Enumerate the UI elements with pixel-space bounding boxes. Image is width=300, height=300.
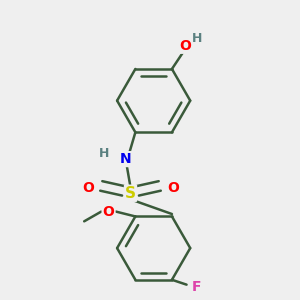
Text: O: O <box>103 205 115 219</box>
Text: F: F <box>192 280 201 294</box>
Text: O: O <box>82 182 94 195</box>
Text: H: H <box>98 146 109 160</box>
Text: S: S <box>125 186 136 201</box>
Text: O: O <box>179 39 191 53</box>
Text: O: O <box>167 182 179 195</box>
Text: H: H <box>192 32 203 45</box>
Text: N: N <box>120 152 131 166</box>
